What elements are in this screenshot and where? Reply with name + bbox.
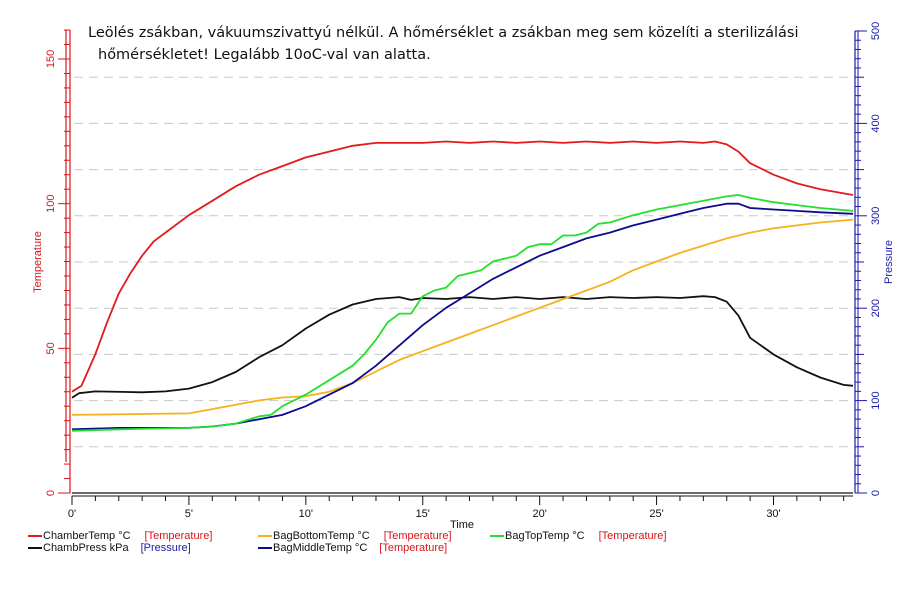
x-axis-tick-label: 10' xyxy=(299,508,313,520)
series-line-bagmiddletemp xyxy=(71,202,854,431)
right-axis-tick-label: 300 xyxy=(870,207,882,225)
legend-swatch xyxy=(258,535,272,537)
series-lines xyxy=(71,140,854,432)
legend-swatch xyxy=(28,547,42,549)
series-line-chambertemp xyxy=(71,140,854,393)
right-axis-tick-label: 400 xyxy=(870,114,882,132)
series-line-bagtoptemp xyxy=(71,194,854,432)
chart-title: Leölés zsákban, vákuumszivattyú nélkül. … xyxy=(88,22,828,66)
legend-item-bagtoptemp[interactable]: BagTopTemp °C [Temperature] xyxy=(490,530,667,542)
left-axis-tick-label: 0 xyxy=(45,490,57,496)
x-axis-label: Time xyxy=(450,519,474,531)
series-line-bagbottomtemp xyxy=(71,218,854,416)
legend-item-chambertemp[interactable]: ChamberTemp °C [Temperature] xyxy=(28,530,212,542)
grid-lines xyxy=(74,76,851,448)
legend-swatch xyxy=(490,535,504,537)
x-axis-tick-label: 5' xyxy=(185,508,193,520)
x-axis-tick-label: 30' xyxy=(766,508,780,520)
right-axis: 0 100 200 300 400 500 xyxy=(854,22,882,496)
legend-item-bagmiddletemp[interactable]: BagMiddleTemp °C [Temperature] xyxy=(258,542,447,554)
legend-item-bagbottomtemp[interactable]: BagBottomTemp °C [Temperature] xyxy=(258,530,452,542)
title-line-2: hőmérsékletet! Legalább 10oC-val van ala… xyxy=(98,47,431,63)
left-axis-tick-label: 100 xyxy=(45,194,57,212)
legend-label: BagBottomTemp °C xyxy=(273,530,370,542)
y-axis-left-label: Temperature xyxy=(32,231,44,293)
legend-item-chambpress[interactable]: ChambPress kPa [Pressure] xyxy=(28,542,191,554)
left-axis-tick-label: 50 xyxy=(45,342,57,354)
series-line-chambpress xyxy=(71,295,854,399)
x-axis-tick-label: 0' xyxy=(68,508,76,520)
right-axis-tick-label: 0 xyxy=(870,490,882,496)
title-line-1: Leölés zsákban, vákuumszivattyú nélkül. … xyxy=(88,25,799,41)
y-axis-right-label: Pressure xyxy=(883,240,895,284)
legend-axis-tag: [Temperature] xyxy=(144,530,213,542)
legend-axis-tag: [Pressure] xyxy=(140,542,191,554)
x-axis: 0' 5' 10' 15' 20' 25' 30' xyxy=(68,492,853,520)
legend-label: BagTopTemp °C xyxy=(505,530,585,542)
legend-swatch xyxy=(258,547,272,549)
right-axis-tick-label: 500 xyxy=(870,22,882,40)
legend-axis-tag: [Temperature] xyxy=(598,530,667,542)
legend-label: ChambPress kPa xyxy=(43,542,129,554)
legend-axis-tag: [Temperature] xyxy=(383,530,452,542)
x-axis-tick-label: 25' xyxy=(649,508,663,520)
legend-label: ChamberTemp °C xyxy=(43,530,131,542)
x-axis-tick-label: 15' xyxy=(416,508,430,520)
left-axis: 0 50 100 150 xyxy=(45,29,71,496)
legend-axis-tag: [Temperature] xyxy=(379,542,448,554)
legend-swatch xyxy=(28,535,42,537)
x-axis-tick-label: 20' xyxy=(532,508,546,520)
left-axis-tick-label: 150 xyxy=(45,50,57,68)
right-axis-tick-label: 200 xyxy=(870,299,882,317)
legend-label: BagMiddleTemp °C xyxy=(273,542,368,554)
right-axis-tick-label: 100 xyxy=(870,391,882,409)
